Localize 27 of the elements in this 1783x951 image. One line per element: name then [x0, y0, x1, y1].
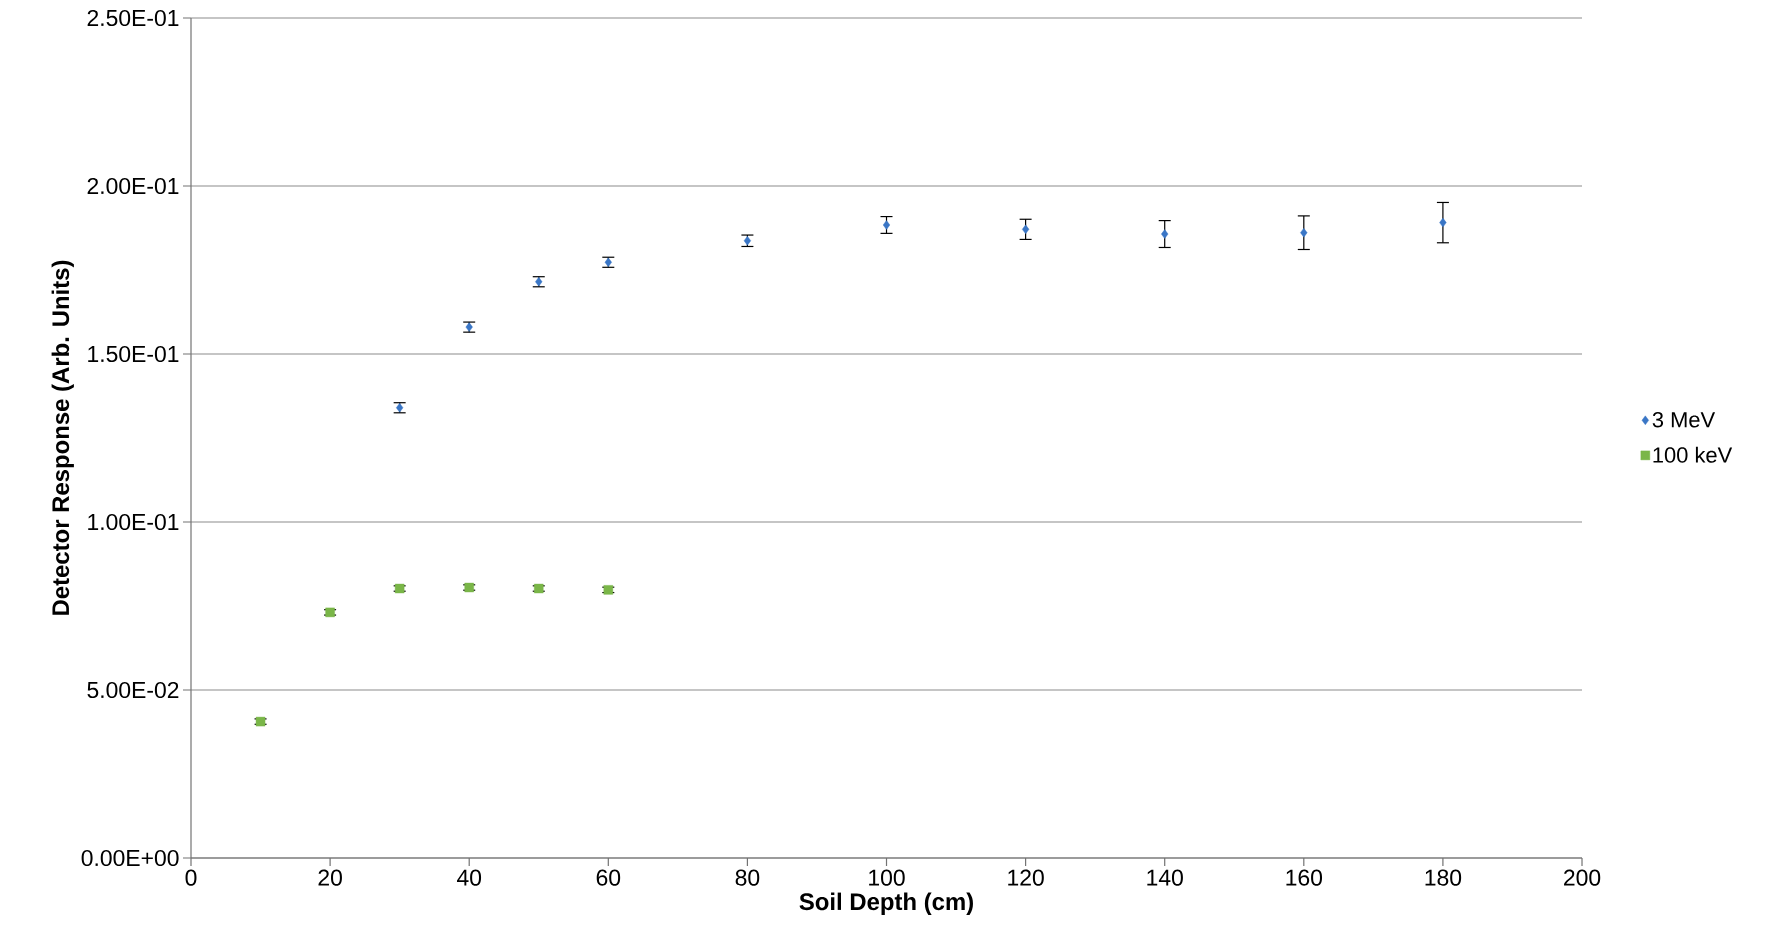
- y-tick-label: 1.00E-01: [88, 513, 179, 531]
- y-tick-label: 1.50E-01: [88, 345, 179, 363]
- x-tick-label: 180: [1425, 869, 1462, 886]
- y-axis-title: Detector Response (Arb. Units): [51, 260, 74, 615]
- x-tick-label: 40: [456, 869, 482, 886]
- point: [1161, 229, 1169, 239]
- x-tick-label: 100: [869, 869, 905, 886]
- x-tick-label: 200: [1564, 869, 1601, 886]
- point: [882, 220, 891, 230]
- legend-label: 100 keV: [1653, 446, 1733, 463]
- x-tick-label: 0: [185, 869, 197, 886]
- y-tick-label: 0.00E+00: [81, 849, 179, 867]
- y-tick-label: 2.50E-01: [87, 9, 179, 27]
- x-tick-label: 60: [596, 869, 621, 886]
- point: [743, 236, 751, 246]
- point: [1439, 217, 1447, 228]
- point: [1300, 228, 1308, 238]
- x-tick-label: 20: [318, 869, 342, 886]
- legend-label: 3 MeV: [1652, 411, 1716, 428]
- y-tick-label: 2.00E-01: [87, 177, 179, 195]
- x-axis-title: Soil Depth (cm): [799, 892, 973, 915]
- x-tick-label: 140: [1147, 869, 1183, 886]
- point: [1022, 224, 1030, 235]
- x-tick-label: 120: [1008, 869, 1044, 886]
- x-tick-label: 80: [735, 869, 760, 886]
- x-tick-label: 160: [1286, 869, 1323, 886]
- y-tick-label: 5.00E-02: [87, 681, 179, 699]
